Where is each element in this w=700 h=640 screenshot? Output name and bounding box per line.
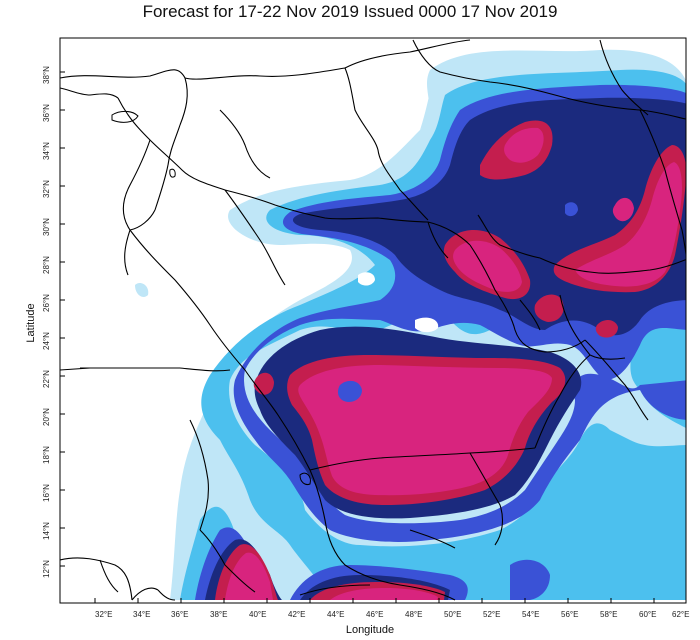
y-tick-label: 32°N (42, 180, 51, 198)
x-tick-label: 56°E (561, 610, 579, 619)
y-tick-label: 38°N (42, 66, 51, 84)
y-axis-title: Latitude (25, 303, 37, 343)
y-tick-label: 18°N (42, 446, 51, 464)
x-tick-label: 32°E (95, 610, 113, 619)
map-frame (59, 37, 687, 604)
y-tick-label: 16°N (42, 484, 51, 502)
y-tick-label: 28°N (42, 256, 51, 274)
x-tick-label: 44°E (327, 610, 345, 619)
y-tick-label: 24°N (42, 332, 51, 350)
x-tick-label: 38°E (210, 610, 228, 619)
y-tick-label: 14°N (42, 522, 51, 540)
x-tick-label: 40°E (249, 610, 267, 619)
x-tick-label: 50°E (444, 610, 462, 619)
x-tick-label: 62°E (672, 610, 690, 619)
x-tick-label: 46°E (366, 610, 384, 619)
x-tick-label: 52°E (483, 610, 501, 619)
y-tick-label: 26°N (42, 294, 51, 312)
y-tick-label: 34°N (42, 142, 51, 160)
lakes (111, 110, 311, 485)
x-tick-label: 48°E (405, 610, 423, 619)
precip-level-6 (225, 127, 682, 600)
y-tick-label: 36°N (42, 104, 51, 122)
y-tick-label: 22°N (42, 370, 51, 388)
y-tick-label: 12°N (42, 560, 51, 578)
x-tick-label: 54°E (522, 610, 540, 619)
x-axis-title: Longitude (345, 624, 395, 636)
x-tick-label: 60°E (639, 610, 657, 619)
y-tick-label: 30°N (42, 218, 51, 236)
x-tick-label: 34°E (133, 610, 151, 619)
axis-ticks (60, 71, 655, 603)
map-title: Forecast for 17-22 Nov 2019 Issued 0000 … (142, 2, 558, 21)
country-boundaries (60, 39, 686, 601)
x-tick-label: 42°E (288, 610, 306, 619)
x-tick-label: 36°E (171, 610, 189, 619)
x-tick-label: 58°E (600, 610, 618, 619)
precip-detail (337, 202, 578, 402)
y-tick-label: 20°N (42, 408, 51, 426)
